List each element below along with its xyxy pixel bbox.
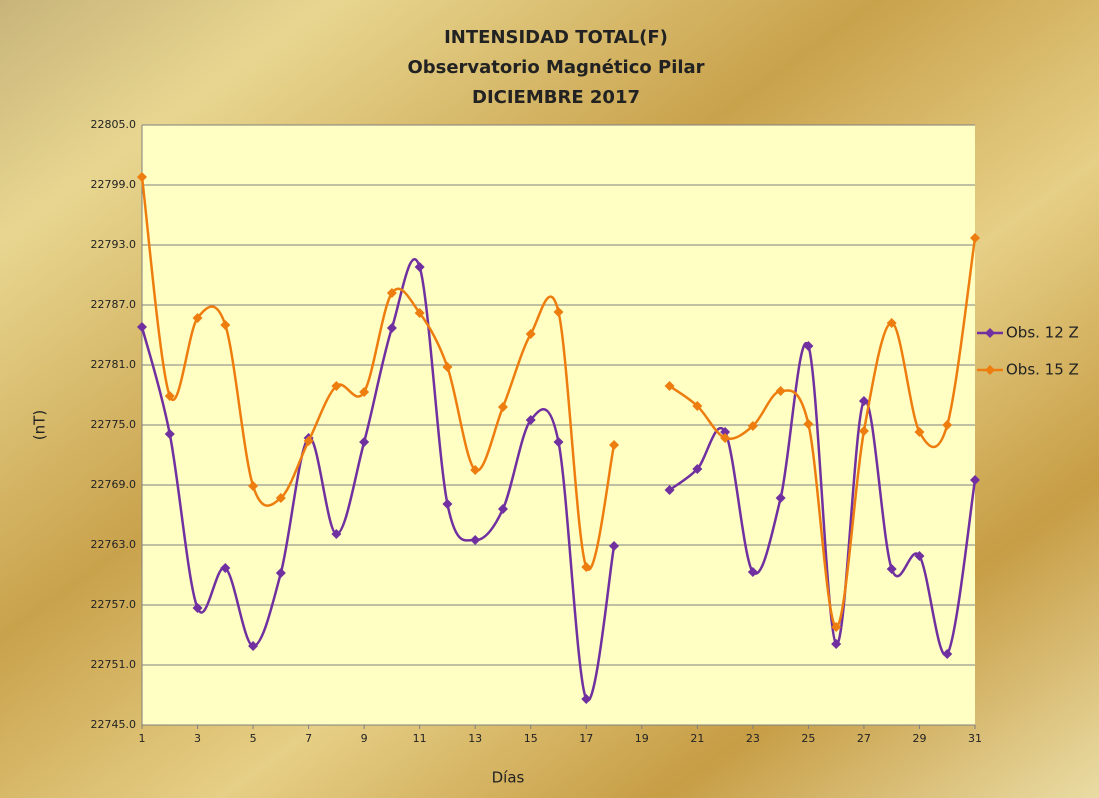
marker (858, 396, 869, 406)
x-tick-label: 23 (746, 732, 760, 745)
legend-marker (985, 365, 995, 375)
y-tick-label: 22805.0 (91, 118, 137, 131)
marker (220, 563, 231, 573)
x-axis-label: Días (492, 769, 525, 787)
legend-marker (985, 328, 995, 338)
x-tick-label: 31 (968, 732, 982, 745)
marker (414, 262, 425, 272)
marker (831, 639, 842, 649)
marker (914, 551, 925, 561)
marker (664, 485, 675, 495)
y-tick-label: 22799.0 (91, 178, 137, 191)
marker (220, 320, 231, 330)
marker (331, 381, 342, 391)
marker (470, 535, 481, 545)
marker (803, 419, 814, 429)
series-line (140, 258, 616, 702)
marker (803, 341, 814, 351)
x-tick-label: 5 (250, 732, 257, 745)
x-tick-label: 29 (912, 732, 926, 745)
chart-subtitle: Observatorio Magnético Pilar (407, 57, 704, 78)
marker (137, 322, 147, 332)
x-tick-label: 21 (690, 732, 704, 745)
marker (442, 362, 453, 372)
x-tick-label: 3 (194, 732, 201, 745)
marker (775, 386, 786, 396)
x-tick-label: 15 (524, 732, 538, 745)
marker (692, 464, 703, 474)
marker (720, 427, 731, 437)
y-tick-label: 22781.0 (91, 358, 137, 371)
marker (914, 427, 925, 437)
x-tick-label: 13 (468, 732, 482, 745)
legend-label: Obs. 12 Z (1006, 324, 1079, 342)
x-tick-label: 27 (857, 732, 871, 745)
y-axis-label: (nT) (31, 410, 49, 440)
marker (470, 465, 481, 475)
marker (692, 401, 703, 411)
marker (970, 475, 980, 485)
marker (359, 387, 370, 397)
marker (858, 426, 869, 436)
x-tick-label: 25 (801, 732, 815, 745)
marker (275, 568, 286, 578)
marker (442, 499, 453, 509)
y-tick-label: 22793.0 (91, 238, 137, 251)
legend-label: Obs. 15 Z (1006, 361, 1079, 379)
series-line (668, 341, 977, 657)
x-tick-label: 9 (361, 732, 368, 745)
marker (414, 308, 425, 318)
marker (886, 564, 897, 574)
marker (525, 329, 536, 339)
marker (248, 481, 259, 491)
chart-subtitle: DICIEMBRE 2017 (472, 87, 640, 108)
x-tick-label: 11 (413, 732, 427, 745)
marker (609, 440, 620, 450)
marker (525, 415, 536, 425)
marker (164, 429, 175, 439)
marker (886, 318, 897, 328)
marker (137, 172, 147, 182)
marker (164, 391, 175, 401)
y-tick-label: 22775.0 (91, 418, 137, 431)
marker (609, 541, 620, 551)
marker (248, 641, 259, 651)
marker (386, 323, 397, 333)
marker (581, 562, 592, 572)
marker (581, 694, 592, 704)
marker (497, 402, 508, 412)
marker (747, 421, 758, 431)
marker (720, 433, 731, 443)
marker (553, 437, 564, 447)
x-tick-label: 19 (635, 732, 649, 745)
y-tick-label: 22757.0 (91, 598, 137, 611)
marker (664, 381, 675, 391)
y-tick-label: 22751.0 (91, 658, 137, 671)
marker (553, 307, 564, 317)
x-tick-label: 1 (139, 732, 146, 745)
y-tick-label: 22769.0 (91, 478, 137, 491)
marker (942, 420, 953, 430)
marker (942, 649, 953, 659)
y-tick-label: 22745.0 (91, 718, 137, 731)
chart-title: INTENSIDAD TOTAL(F) (444, 27, 668, 48)
marker (775, 493, 786, 503)
marker (192, 603, 203, 613)
marker (970, 233, 980, 243)
x-tick-label: 7 (305, 732, 312, 745)
marker (303, 436, 314, 446)
marker (331, 529, 342, 539)
marker (831, 622, 842, 632)
y-tick-label: 22787.0 (91, 298, 137, 311)
y-tick-label: 22763.0 (91, 538, 137, 551)
x-tick-label: 17 (579, 732, 593, 745)
marker (275, 493, 286, 503)
marker (747, 567, 758, 577)
marker (192, 313, 203, 323)
marker (497, 504, 508, 514)
marker (359, 437, 370, 447)
marker (386, 288, 397, 298)
